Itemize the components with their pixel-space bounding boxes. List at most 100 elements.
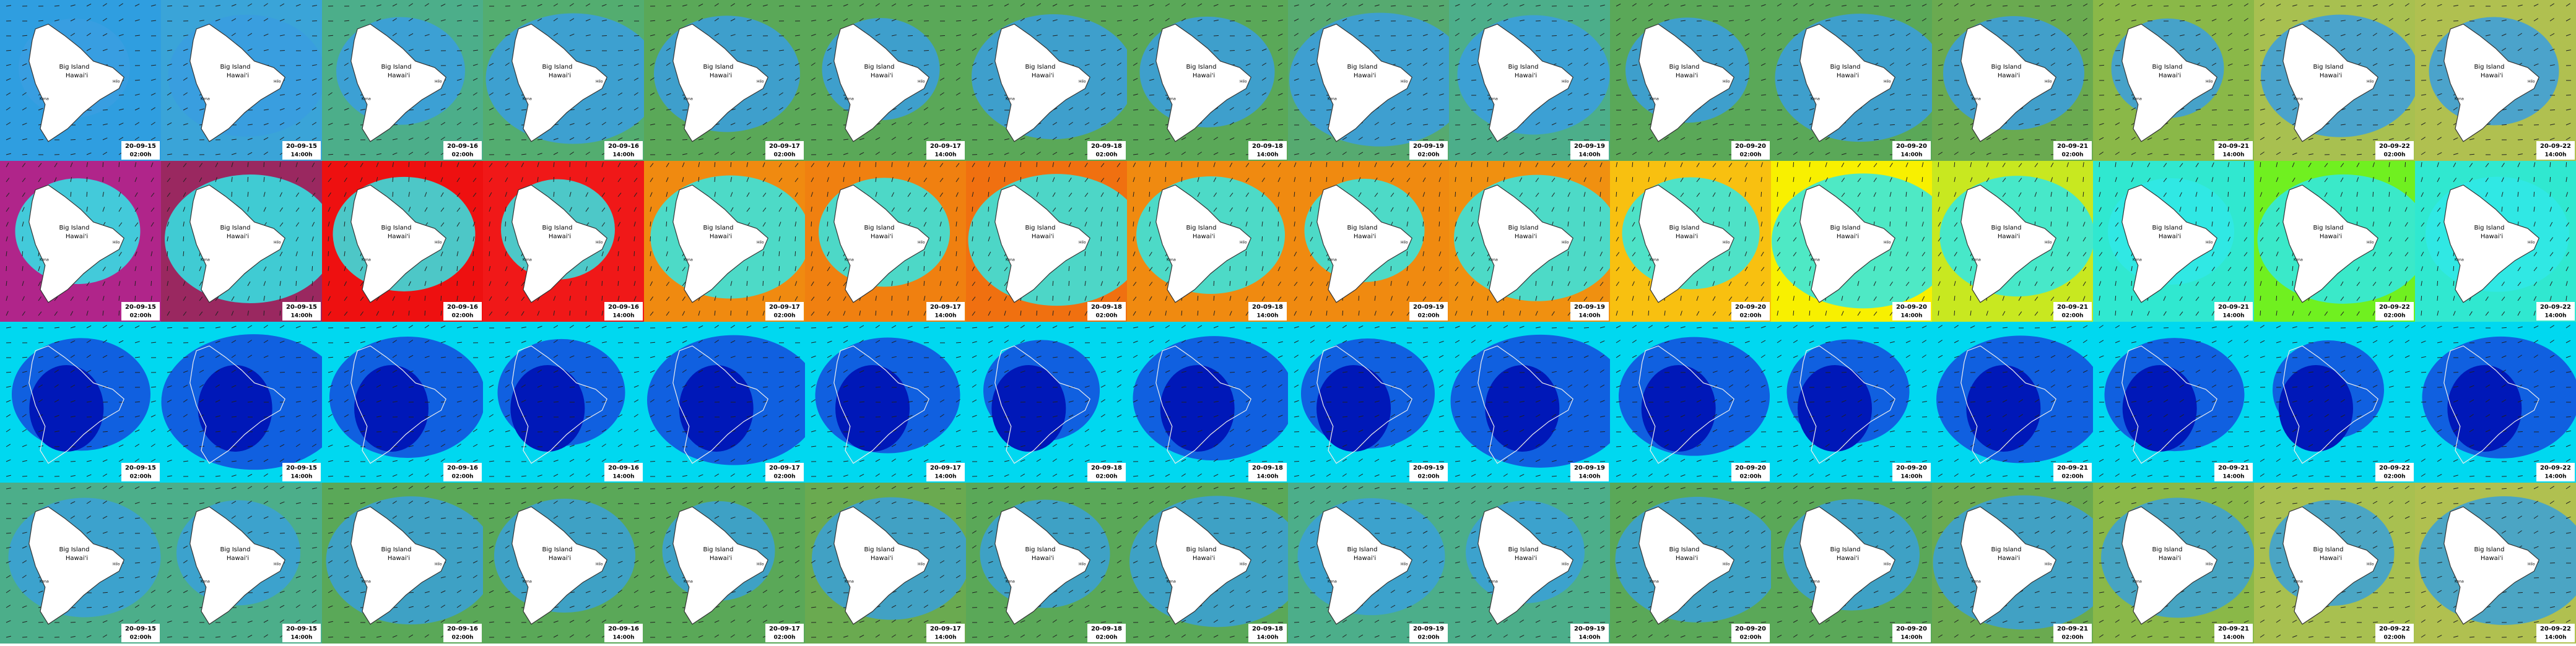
wind-arrow (795, 236, 796, 241)
timestamp-date: 20-09-18 (1091, 304, 1122, 311)
town-label: Hilo (1723, 241, 1730, 245)
contour-core (679, 365, 754, 452)
wind-arrow (1584, 222, 1585, 226)
town-label: Kona (201, 258, 210, 262)
wind-arrow (940, 357, 945, 358)
contour-core (354, 365, 429, 452)
timestamp-time: 02:00h (1417, 152, 1439, 158)
island-region: Hawai'i (2159, 233, 2181, 240)
wind-arrow (618, 266, 619, 271)
wind-arrow (2083, 177, 2084, 182)
wind-arrow (22, 154, 27, 155)
town-label: Kona (684, 97, 693, 101)
town-label: Kona (2455, 97, 2464, 101)
island-region: Hawai'i (1676, 233, 1698, 240)
wind-arrow (1278, 327, 1283, 328)
timestamp-time: 02:00h (773, 474, 795, 480)
wind-arrow (1246, 35, 1251, 36)
wind-arrow (2067, 192, 2068, 197)
timestamp-time: 02:00h (2061, 313, 2083, 319)
town-label: Hilo (596, 80, 603, 84)
wind-arrow (135, 296, 136, 301)
wind-arrow (1503, 372, 1508, 373)
wind-arrow (87, 124, 92, 125)
wind-arrow (988, 207, 989, 212)
wind-arrow (441, 296, 442, 301)
timestamp-date: 20-09-15 (125, 143, 156, 150)
timestamp-time: 14:00h (934, 474, 956, 480)
wind-arrow (940, 251, 941, 256)
wind-arrow (280, 50, 285, 51)
town-label: Hilo (1079, 80, 1086, 84)
timestamp-date: 20-09-18 (1091, 143, 1122, 150)
wind-arrow (1600, 207, 1601, 212)
wind-arrow (1101, 236, 1102, 241)
timestamp-time: 14:00h (934, 152, 956, 158)
wind-arrow (666, 222, 667, 226)
wind-arrow (22, 357, 27, 358)
wind-arrow (1278, 124, 1283, 125)
wind-arrow (1761, 192, 1762, 197)
wind-arrow (811, 222, 812, 226)
wind-arrow (698, 446, 703, 447)
timestamp-time: 02:00h (451, 152, 473, 158)
island-name: Big Island (1508, 225, 1539, 231)
island-name: Big Island (381, 225, 412, 231)
wind-arrow (473, 266, 474, 271)
wind-arrow (1085, 266, 1086, 271)
wind-arrow (1407, 251, 1408, 256)
timestamp-time: 14:00h (2222, 152, 2244, 158)
wind-arrow (1922, 192, 1923, 197)
wind-arrow (859, 177, 860, 182)
wind-arrow (1793, 162, 1794, 167)
island-region: Hawai'i (2481, 72, 2503, 79)
island-name: Big Island (542, 64, 573, 71)
wind-arrow (795, 251, 796, 256)
wind-arrow (2115, 296, 2116, 301)
island-region: Hawai'i (66, 72, 88, 79)
wind-arrow (1552, 357, 1557, 358)
timestamp-date: 20-09-16 (608, 304, 639, 311)
island-name: Big Island (1347, 225, 1378, 231)
wind-arrow (6, 50, 11, 51)
wind-arrow (1262, 20, 1267, 21)
wind-arrow (1149, 192, 1150, 197)
town-label: Kona (2294, 258, 2303, 262)
island-name: Big Island (2474, 225, 2505, 231)
timestamp-time: 02:00h (2061, 152, 2083, 158)
wind-arrow (1729, 222, 1730, 226)
wind-arrow (1198, 372, 1203, 373)
timestamp-date: 20-09-19 (1574, 304, 1605, 311)
wind-arrow (2244, 177, 2245, 182)
town-label: Hilo (113, 241, 120, 245)
island-name: Big Island (220, 225, 251, 231)
island-region: Hawai'i (1676, 72, 1698, 79)
town-label: Kona (2455, 258, 2464, 262)
wind-arrow (167, 266, 168, 271)
timestamp-date: 20-09-17 (769, 304, 800, 311)
wind-arrow (2486, 20, 2491, 21)
timestamp-time: 02:00h (1739, 313, 1761, 319)
wind-arrow (763, 281, 764, 286)
wind-arrow (1616, 192, 1617, 197)
town-label: Kona (1328, 258, 1337, 262)
contour-core (1160, 365, 1235, 452)
timestamp-time: 14:00h (1900, 313, 1922, 319)
wind-arrow (1262, 139, 1267, 140)
wind-arrow (328, 35, 333, 36)
wind-arrow (328, 154, 333, 155)
wind-arrow (1552, 35, 1557, 36)
wind-arrow (892, 50, 897, 51)
wind-arrow (312, 266, 313, 271)
wind-arrow (119, 162, 120, 167)
wind-arrow (505, 222, 506, 226)
island-name: Big Island (220, 64, 251, 71)
wind-arrow (827, 207, 828, 212)
